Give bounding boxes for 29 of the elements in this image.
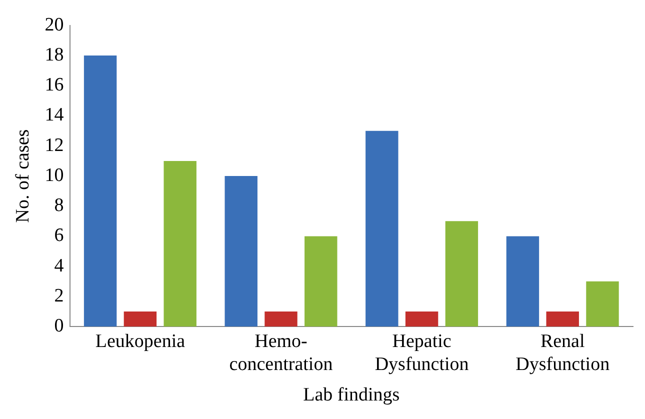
- y-tick-label: 18: [44, 44, 64, 66]
- bar: [445, 221, 478, 327]
- y-tick-label: 4: [54, 255, 64, 276]
- y-tick-label: 12: [44, 134, 64, 156]
- bar: [264, 312, 298, 327]
- x-tick-label: Hemo-concentration: [229, 330, 334, 375]
- y-tick-label: 10: [44, 164, 64, 186]
- bar: [366, 130, 398, 327]
- bar: [164, 160, 196, 327]
- y-axis-title: No. of cases: [12, 129, 34, 223]
- y-tick-label: 0: [54, 316, 64, 337]
- bar: [124, 312, 157, 327]
- bar: [405, 312, 438, 327]
- x-tick-label: Leukopenia: [95, 330, 186, 352]
- x-tick-label: Renal Dysfunction: [516, 330, 610, 375]
- x-tick-label: Hepatic Dysfunction: [374, 330, 470, 375]
- y-tick-label: 16: [44, 74, 64, 96]
- bar: [304, 236, 338, 327]
- y-tick-label: 14: [44, 104, 64, 126]
- bar: [506, 236, 540, 327]
- bar: [84, 56, 117, 327]
- y-tick-label: 2: [54, 285, 64, 306]
- y-tick-label: 8: [54, 195, 64, 216]
- bar: [586, 281, 619, 327]
- bar: [224, 176, 258, 327]
- y-tick-label: 6: [54, 225, 64, 246]
- bar: [546, 312, 579, 327]
- x-axis-title: Lab findings: [303, 384, 400, 406]
- y-tick-label: 20: [44, 14, 64, 36]
